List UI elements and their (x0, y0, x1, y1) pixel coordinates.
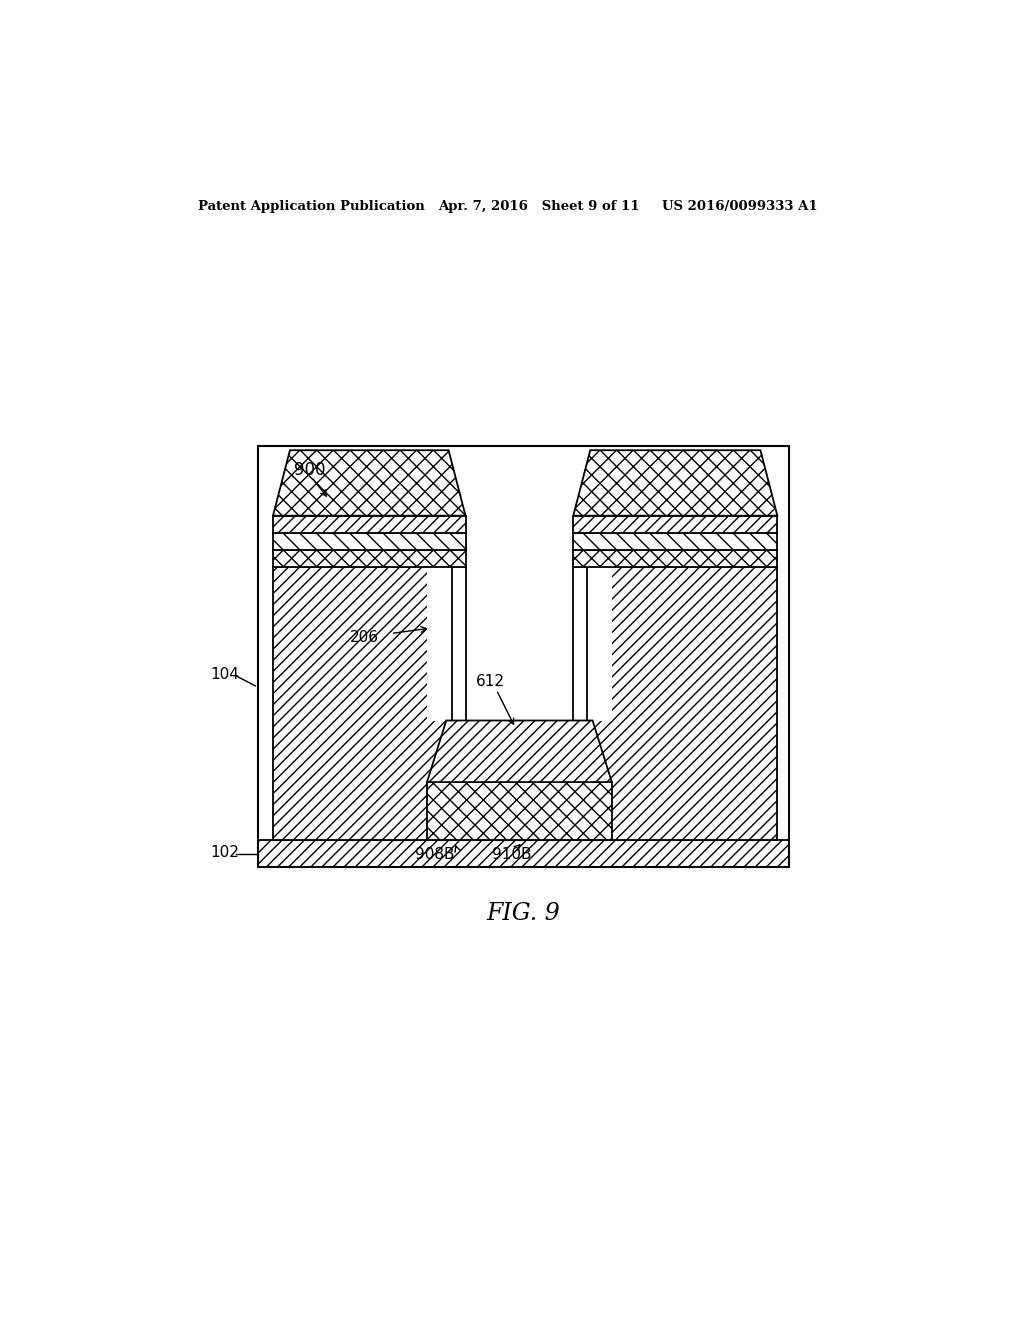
Bar (573, 516, 777, 533)
Bar (258, 446, 788, 867)
Polygon shape (427, 721, 611, 781)
Text: 102: 102 (210, 845, 239, 861)
Bar (573, 533, 777, 549)
Bar (273, 566, 466, 840)
Text: 908B: 908B (415, 847, 455, 862)
Text: Patent Application Publication: Patent Application Publication (199, 199, 425, 213)
Bar (273, 516, 466, 533)
Text: 900: 900 (294, 461, 326, 479)
Text: 910B: 910B (492, 847, 531, 862)
Bar (573, 566, 587, 840)
Bar (573, 549, 777, 566)
Bar (452, 566, 466, 840)
Bar (573, 566, 777, 840)
Text: Apr. 7, 2016   Sheet 9 of 11: Apr. 7, 2016 Sheet 9 of 11 (438, 199, 640, 213)
Polygon shape (273, 450, 466, 516)
Polygon shape (573, 450, 777, 516)
Bar (258, 840, 788, 867)
Bar (273, 533, 466, 549)
Text: 104: 104 (210, 667, 239, 682)
Text: 612: 612 (475, 675, 505, 689)
Text: US 2016/0099333 A1: US 2016/0099333 A1 (662, 199, 817, 213)
Text: 206: 206 (350, 630, 379, 645)
Bar (427, 566, 466, 840)
Bar (273, 549, 466, 566)
Bar (427, 781, 611, 840)
Text: FIG. 9: FIG. 9 (486, 902, 560, 924)
Bar (427, 566, 611, 721)
Bar (573, 566, 611, 840)
